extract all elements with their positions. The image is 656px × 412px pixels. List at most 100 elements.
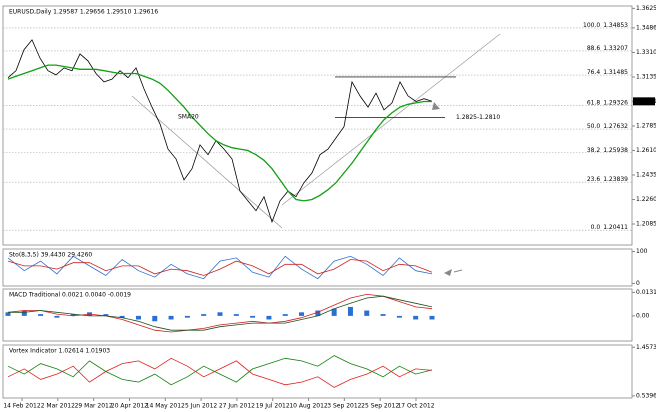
x-tick-label: 19 Jul 2012: [256, 403, 290, 410]
histogram-bar: [103, 314, 109, 316]
x-tick-label: 10 Aug 2012: [289, 403, 328, 410]
histogram-bar: [282, 314, 288, 316]
histogram-bar: [184, 315, 190, 318]
histogram-bar: [315, 310, 321, 316]
fib-label: 76.4 1.31485: [587, 69, 628, 76]
y-tick-label: 0: [636, 280, 640, 287]
series-line: [7, 255, 433, 280]
fib-ratio: 0.0: [591, 224, 601, 231]
arrow: [444, 269, 452, 276]
panel-title: MACD Traditional 0.0021 0.0040 -0.0019: [9, 292, 131, 299]
fib-ratio: 100.0: [583, 21, 600, 28]
fib-label: 50.0 1.27632: [587, 123, 628, 130]
histogram-bar: [299, 312, 305, 316]
fib-price: 1.27632: [603, 123, 628, 130]
fib-ratio: 23.6: [587, 176, 601, 183]
y-tick-label: 1.3310: [636, 49, 656, 56]
histogram-bar: [119, 315, 125, 318]
fib-label: 100.0 1.34853: [583, 21, 628, 28]
y-tick-label: 1.2785: [636, 122, 656, 129]
histogram-bar: [152, 315, 158, 322]
histogram-bar: [413, 315, 419, 320]
fib-ratio: 50.0: [587, 123, 601, 130]
fib-ratio: 61.8: [587, 99, 601, 106]
x-tick-label: 25 Sep 2012: [361, 403, 399, 410]
histogram-bar: [38, 314, 44, 316]
arrow: [453, 269, 463, 273]
arrow: [432, 102, 440, 110]
price-marker-label: 1.2961: [635, 98, 656, 105]
fib-price: 1.31485: [603, 69, 628, 76]
histogram-bar: [70, 314, 76, 316]
histogram-bar: [54, 315, 60, 318]
fib-label: 61.8 1.29326: [587, 99, 628, 106]
y-tick-label: 0.5396: [636, 392, 656, 399]
y-tick-label: 1.2610: [636, 147, 656, 154]
x-tick-label: 2 Mar 2012: [41, 403, 75, 410]
y-tick-label: 1.2085: [636, 220, 656, 227]
histogram-bar: [250, 315, 256, 318]
fib-ratio: 76.4: [587, 69, 601, 76]
fib-label: 0.0 1.20411: [591, 224, 629, 231]
panel-title: EURUSD,Daily 1.29587 1.29656 1.29510 1.2…: [9, 9, 158, 16]
fib-label: 88.6 1.33207: [587, 44, 628, 51]
fib-price: 1.34853: [603, 21, 628, 28]
histogram-bar: [266, 315, 272, 320]
series-line: [7, 293, 433, 333]
panel: [2, 288, 633, 342]
trend-line: [281, 33, 501, 206]
histogram-bar: [21, 310, 27, 316]
panel: [2, 248, 633, 287]
y-tick-label: 1.2435: [636, 171, 656, 178]
y-tick-label: 100: [636, 248, 648, 255]
y-tick-label: 1.3625: [636, 5, 656, 12]
histogram-bar: [5, 312, 11, 316]
fib-label: 38.2 1.25938: [587, 146, 628, 153]
x-tick-label: 29 Mar 2012: [75, 403, 113, 410]
panel: [2, 344, 633, 399]
annotation: 1.2825-1.2810: [456, 114, 500, 121]
fib-label: 23.6 1.23839: [587, 176, 628, 183]
series-line: [7, 39, 433, 224]
histogram-bar: [233, 314, 239, 316]
price-marker: [633, 97, 655, 106]
y-tick-label: 1.3486: [636, 24, 656, 31]
histogram-bar: [135, 315, 141, 320]
fib-ratio: 88.6: [587, 44, 601, 51]
fib-ratio: 38.2: [587, 146, 601, 153]
histogram-bar: [347, 306, 353, 316]
series-label: SMA20: [178, 114, 199, 121]
x-tick-label: 17 Oct 2012: [397, 403, 434, 410]
x-tick-label: 14 Feb 2012: [3, 403, 41, 410]
x-tick-label: 5 Jun 2012: [185, 403, 217, 410]
panel-title: Vortex Indicator 1.02614 1.01903: [9, 348, 110, 355]
fib-price: 1.33207: [603, 44, 628, 51]
series-line: [8, 295, 433, 331]
histogram-bar: [201, 314, 207, 316]
histogram-bar: [364, 310, 370, 316]
y-tick-label: 1.3135: [636, 73, 656, 80]
fib-price: 1.29326: [603, 99, 628, 106]
histogram-bar: [429, 315, 435, 320]
x-tick-label: 3 Sep 2012: [327, 403, 361, 410]
y-tick-label: 0.0131: [636, 289, 656, 296]
histogram-bar: [168, 315, 174, 320]
x-tick-label: 14 May 2012: [146, 403, 185, 410]
histogram-bar: [217, 312, 223, 316]
y-tick-label: 1.4573: [636, 344, 656, 351]
x-tick-label: 20 Apr 2012: [111, 403, 148, 410]
y-tick-label: 1.2260: [636, 196, 656, 203]
histogram-bar: [396, 315, 402, 318]
y-tick-label: 0.00: [636, 312, 650, 319]
series-line: [7, 64, 432, 202]
histogram-bar: [380, 314, 386, 316]
fib-price: 1.20411: [603, 224, 628, 231]
series-line: [7, 357, 433, 388]
fib-price: 1.23839: [603, 176, 628, 183]
fib-price: 1.25938: [603, 146, 628, 153]
panel-title: Sto(8,3,5) 39.4430 29.4260: [9, 252, 92, 259]
histogram-bar: [331, 308, 337, 316]
x-tick-label: 27 Jun 2012: [219, 403, 255, 410]
